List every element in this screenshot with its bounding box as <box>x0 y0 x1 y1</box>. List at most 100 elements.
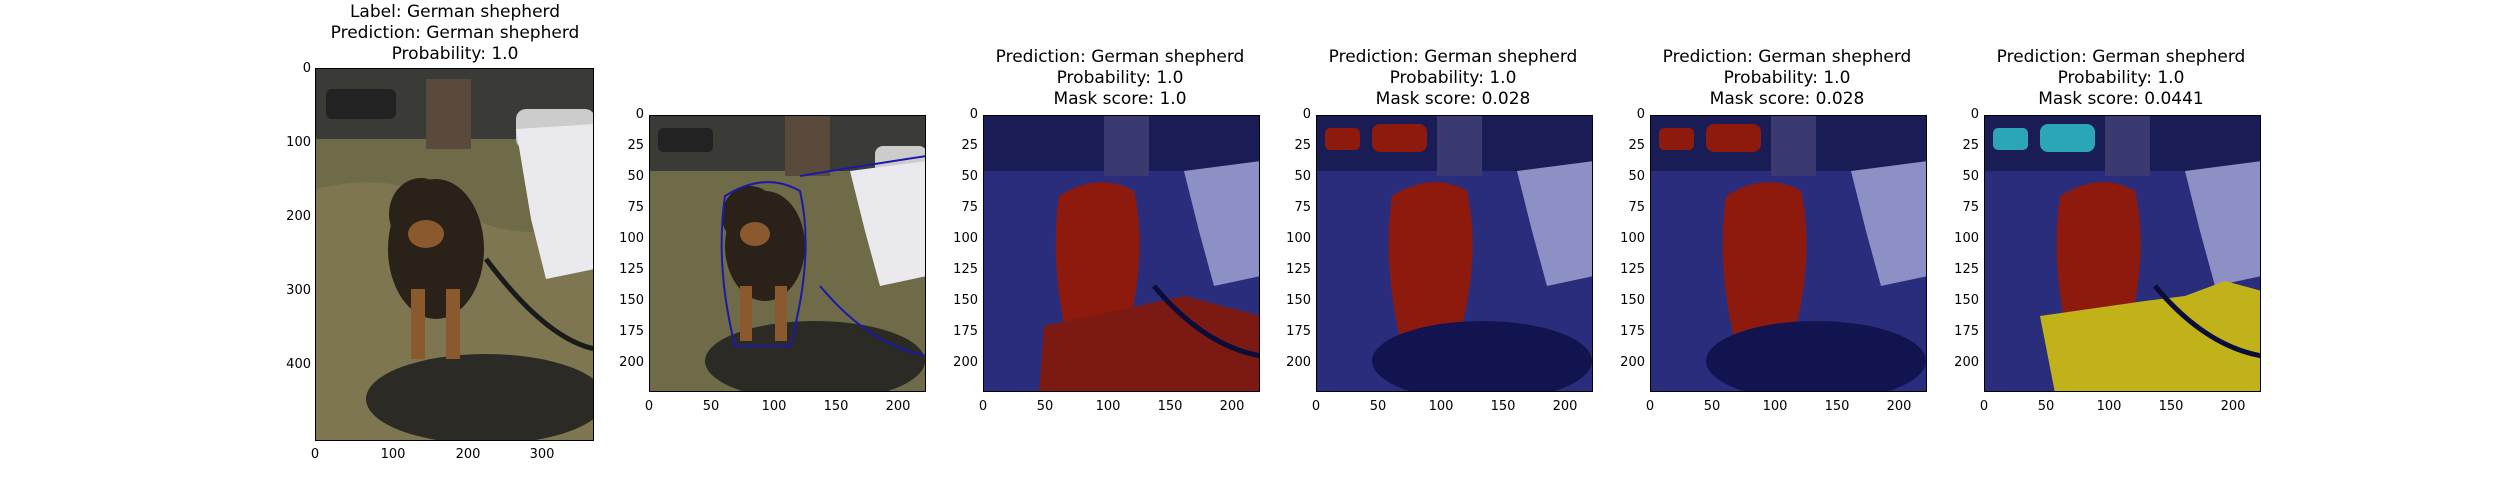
panel-5-image <box>1650 115 1927 392</box>
panel-4-title-line-2: Probability: 1.0 <box>1389 68 1517 88</box>
panel-5-ytick-label: 75 <box>1628 200 1645 215</box>
panel-3-xtick-label: 150 <box>1157 399 1183 414</box>
panel-4-ytick-label: 100 <box>1286 231 1311 246</box>
panel-1-xtick-label: 0 <box>310 447 320 462</box>
panel-4-ytick-label: 200 <box>1286 355 1311 370</box>
panel-1-xtick-label: 200 <box>455 447 481 462</box>
panel-6-ytick-label: 175 <box>1954 324 1979 339</box>
panel-2-xtick-label: 0 <box>644 399 654 414</box>
panel-1-xtick-label: 100 <box>380 447 406 462</box>
panel-6-ytick-label: 25 <box>1962 138 1979 153</box>
panel-5-ytick-label: 200 <box>1620 355 1645 370</box>
panel-3-xtick-label: 100 <box>1095 399 1121 414</box>
panel-3-ytick-label: 50 <box>961 169 978 184</box>
panel-5-xtick-label: 0 <box>1645 399 1655 414</box>
panel-2-ytick-label: 75 <box>627 200 644 215</box>
panel-4-xtick-label: 0 <box>1311 399 1321 414</box>
panel-3-title: Prediction: German shepherd Probability:… <box>980 47 1260 110</box>
panel-3-title-line-1: Prediction: German shepherd <box>995 47 1245 67</box>
panel-1-ytick-label: 300 <box>286 283 311 298</box>
panel-5-xtick-label: 150 <box>1824 399 1850 414</box>
panel-2-ytick-label: 50 <box>627 169 644 184</box>
panel-6-title: Prediction: German shepherd Probability:… <box>1981 47 2261 110</box>
panel-2-xtick-label: 50 <box>702 399 720 414</box>
panel-5-ytick-label: 150 <box>1620 293 1645 308</box>
panel-3-title-line-2: Probability: 1.0 <box>1056 68 1184 88</box>
panel-6-title-line-1: Prediction: German shepherd <box>1996 47 2246 67</box>
panel-1-xtick-label: 300 <box>529 447 555 462</box>
panel-1-ytick-label: 200 <box>286 209 311 224</box>
panel-1-title-line-1: Label: German shepherd <box>349 2 561 22</box>
panel-6-ytick-label: 50 <box>1962 169 1979 184</box>
panel-2-ytick-label: 175 <box>619 324 644 339</box>
panel-5-ytick-label: 175 <box>1620 324 1645 339</box>
panel-4-ytick-label: 0 <box>1302 107 1311 122</box>
panel-6-title-line-3: Mask score: 0.0441 <box>2038 89 2204 109</box>
panel-6-xtick-label: 200 <box>2220 399 2246 414</box>
panel-5-title: Prediction: German shepherd Probability:… <box>1647 47 1927 110</box>
panel-4-title-line-1: Prediction: German shepherd <box>1328 47 1578 67</box>
panel-5-title-line-2: Probability: 1.0 <box>1723 68 1851 88</box>
panel-5-ytick-label: 50 <box>1628 169 1645 184</box>
panel-1-ytick-label: 100 <box>286 135 311 150</box>
panel-5-xtick-label: 200 <box>1886 399 1912 414</box>
panel-5-ytick-label: 25 <box>1628 138 1645 153</box>
panel-4-ytick-label: 75 <box>1294 200 1311 215</box>
panel-2-ytick-label: 200 <box>619 355 644 370</box>
panel-6-ytick-label: 150 <box>1954 293 1979 308</box>
panel-5-xtick-label: 50 <box>1703 399 1721 414</box>
panel-4-ytick-label: 25 <box>1294 138 1311 153</box>
panel-2-xtick-label: 100 <box>761 399 787 414</box>
panel-4-xtick-label: 200 <box>1552 399 1578 414</box>
panel-3-ytick-label: 175 <box>953 324 978 339</box>
panel-4-ytick-label: 175 <box>1286 324 1311 339</box>
panel-6-image <box>1984 115 2261 392</box>
panel-6-ytick-label: 100 <box>1954 231 1979 246</box>
panel-1-ytick-label: 400 <box>286 357 311 372</box>
panel-6-ytick-label: 75 <box>1962 200 1979 215</box>
panel-6-xtick-label: 100 <box>2096 399 2122 414</box>
panel-4-title: Prediction: German shepherd Probability:… <box>1313 47 1593 110</box>
panel-5-xtick-label: 100 <box>1762 399 1788 414</box>
panel-2-ytick-label: 125 <box>619 262 644 277</box>
panel-1-ytick-label: 0 <box>302 61 311 76</box>
panel-6-ytick-label: 0 <box>1970 107 1979 122</box>
panel-4-xtick-label: 100 <box>1428 399 1454 414</box>
panel-6-ytick-label: 200 <box>1954 355 1979 370</box>
panel-4-xtick-label: 50 <box>1369 399 1387 414</box>
panel-2-xtick-label: 200 <box>885 399 911 414</box>
panel-5-ytick-label: 100 <box>1620 231 1645 246</box>
panel-3-ytick-label: 100 <box>953 231 978 246</box>
panel-6-xtick-label: 150 <box>2158 399 2184 414</box>
panel-1-title-line-3: Probability: 1.0 <box>391 44 519 64</box>
panel-3-ytick-label: 200 <box>953 355 978 370</box>
panel-5-ytick-label: 0 <box>1636 107 1645 122</box>
panel-3-xtick-label: 50 <box>1036 399 1054 414</box>
panel-4-image <box>1316 115 1593 392</box>
panel-4-ytick-label: 50 <box>1294 169 1311 184</box>
panel-3-xtick-label: 0 <box>978 399 988 414</box>
panel-6-xtick-label: 0 <box>1979 399 1989 414</box>
panel-6-title-line-2: Probability: 1.0 <box>2057 68 2185 88</box>
panel-4-ytick-label: 125 <box>1286 262 1311 277</box>
panel-3-ytick-label: 75 <box>961 200 978 215</box>
panel-6-xtick-label: 50 <box>2037 399 2055 414</box>
panel-6-ytick-label: 125 <box>1954 262 1979 277</box>
panel-4-ytick-label: 150 <box>1286 293 1311 308</box>
panel-3-ytick-label: 0 <box>969 107 978 122</box>
panel-2-ytick-label: 150 <box>619 293 644 308</box>
panel-5-title-line-1: Prediction: German shepherd <box>1662 47 1912 67</box>
panel-3-title-line-3: Mask score: 1.0 <box>1053 89 1187 109</box>
panel-1-image <box>315 68 594 441</box>
panel-2-ytick-label: 0 <box>635 107 644 122</box>
panel-2-ytick-label: 25 <box>627 138 644 153</box>
panel-2-ytick-label: 100 <box>619 231 644 246</box>
panel-2-image <box>649 115 926 392</box>
panel-4-title-line-3: Mask score: 0.028 <box>1375 89 1531 109</box>
panel-1-title: Label: German shepherd Prediction: Germa… <box>315 2 595 65</box>
panel-3-xtick-label: 200 <box>1219 399 1245 414</box>
panel-1-title-line-2: Prediction: German shepherd <box>330 23 580 43</box>
panel-2-xtick-label: 150 <box>823 399 849 414</box>
panel-3-ytick-label: 150 <box>953 293 978 308</box>
panel-5-ytick-label: 125 <box>1620 262 1645 277</box>
